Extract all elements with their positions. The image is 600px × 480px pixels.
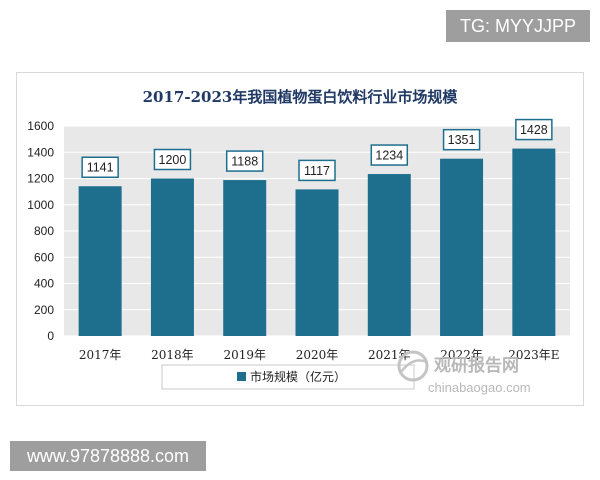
watermark-en: chinabaogao.com — [428, 380, 531, 395]
x-tick-label: 2017年 — [79, 348, 122, 362]
y-tick-label: 400 — [34, 277, 54, 291]
data-label-box — [298, 159, 336, 182]
chart-title: 2017-2023年我国植物蛋白饮料行业市场规模 — [143, 88, 459, 106]
legend: 市场规模（亿元） — [161, 364, 415, 390]
data-label: 1351 — [442, 128, 481, 151]
data-label-text: 1117 — [304, 164, 330, 178]
legend-label: 市场规模（亿元） — [250, 369, 346, 384]
data-label-text: 1351 — [448, 133, 476, 147]
x-tick-label: 2023年E — [508, 348, 559, 362]
watermark-cn: 观研报告网 — [433, 355, 519, 376]
bar — [223, 180, 267, 336]
x-tick-label: 2020年 — [296, 348, 339, 362]
legend-swatch — [237, 372, 246, 381]
logo-icon — [397, 350, 429, 382]
y-tick-label: 1600 — [27, 119, 54, 133]
data-label-text: 1200 — [159, 153, 187, 167]
data-label: 1200 — [153, 148, 192, 171]
data-label: 1188 — [225, 150, 264, 172]
data-label-text: 1428 — [520, 123, 548, 137]
bar-chart: 2017-2023年我国植物蛋白饮料行业市场规模 0 200 400 600 800 10… — [27, 88, 570, 395]
bar — [295, 189, 339, 336]
legend-box — [161, 364, 415, 390]
bar — [78, 186, 122, 336]
y-tick-label: 800 — [34, 224, 54, 238]
data-label-text: 1188 — [231, 155, 258, 169]
x-tick-label: 2022年 — [440, 348, 483, 362]
data-label: 1117 — [298, 159, 336, 182]
data-label: 1234 — [370, 144, 409, 166]
bar — [150, 178, 194, 336]
bar — [440, 158, 484, 336]
url-badge: www.97878888.com — [10, 441, 206, 471]
y-tick-label: 1200 — [27, 172, 54, 186]
data-label: 1428 — [515, 118, 553, 141]
y-tick-label: 0 — [47, 329, 54, 343]
tg-badge: TG: MYYJJPP — [446, 10, 590, 42]
bar — [367, 174, 411, 336]
data-label-box — [442, 128, 481, 151]
data-label-text: 1234 — [375, 149, 403, 163]
bars — [78, 148, 556, 336]
data-label: 1141 — [81, 156, 119, 178]
chinabaogao-logo: 观研报告网 chinabaogao.com — [397, 350, 531, 395]
data-label-box — [370, 144, 409, 166]
y-axis: 0 200 400 600 800 1000 1200 1400 1600 — [27, 119, 54, 343]
data-labels: 1141 1200 1188 1117 1234 1351 1428 — [81, 118, 553, 182]
y-tick-label: 1000 — [27, 198, 54, 212]
y-tick-label: 600 — [34, 250, 54, 264]
data-label-box — [153, 148, 192, 171]
x-axis: 2017年 2018年 2019年 2020年 2021年 2022年 2023年E — [79, 348, 560, 362]
data-label-box — [81, 156, 119, 178]
bar — [512, 148, 556, 336]
y-tick-label: 1400 — [27, 145, 54, 159]
x-tick-label: 2019年 — [223, 348, 266, 362]
data-label-text: 1141 — [87, 161, 114, 175]
x-tick-label: 2018年 — [151, 348, 194, 362]
data-label-box — [225, 150, 264, 172]
data-label-box — [515, 118, 553, 141]
y-tick-label: 200 — [34, 303, 54, 317]
